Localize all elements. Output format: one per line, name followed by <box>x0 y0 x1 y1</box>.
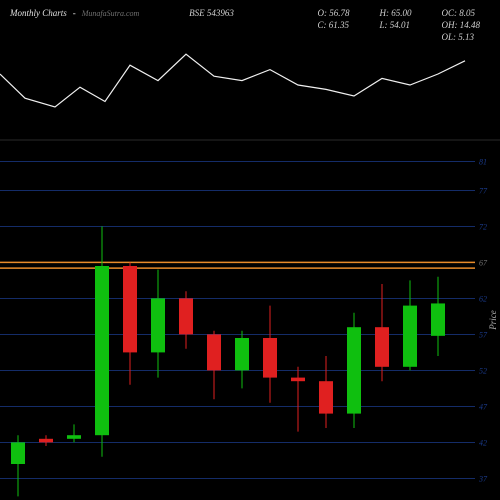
y-tick-label: 57 <box>479 330 488 339</box>
candle-bull <box>347 327 361 413</box>
candle-bear <box>375 327 389 367</box>
candle-bear <box>291 378 305 382</box>
candle-bear <box>123 266 137 352</box>
candle-bear <box>179 298 193 334</box>
ohlc-c: C: 61.35 <box>317 20 349 30</box>
y-tick-label: 47 <box>479 402 488 411</box>
y-tick-label: 37 <box>478 474 488 483</box>
chart-title: Monthly Charts <box>10 8 67 18</box>
y-tick-label: 67 <box>479 258 488 267</box>
y-axis-label: Price <box>488 310 498 331</box>
candle-bull <box>403 306 417 367</box>
chart-area: 81 77 72 67 62 57 52 47 42 37 Price <box>0 30 500 500</box>
y-tick-label: 72 <box>479 222 487 231</box>
candle-bull <box>235 338 249 370</box>
y-tick-label: 77 <box>479 186 488 195</box>
candle-bear <box>207 334 221 370</box>
candle-bear <box>319 381 333 413</box>
ohlc-o: O: 56.78 <box>317 8 349 18</box>
y-tick-label: 62 <box>479 294 487 303</box>
y-tick-label: 81 <box>479 158 487 167</box>
header-left: Monthly Charts - MunafaSutra.com <box>10 8 139 18</box>
chart-canvas: 81 77 72 67 62 57 52 47 42 37 Price <box>0 30 500 500</box>
ohlc-oc: OC: 8.05 <box>441 8 480 18</box>
ohlc-oh: OH: 14.48 <box>441 20 480 30</box>
ticker-symbol: BSE 543963 <box>189 8 234 18</box>
candle-bull <box>95 266 109 435</box>
y-tick-label: 52 <box>479 366 487 375</box>
candle-bear <box>263 338 277 378</box>
ohlc-l: L: 54.01 <box>379 20 411 30</box>
candle-bull <box>151 298 165 352</box>
title-sep: - <box>73 8 76 18</box>
candle-bear <box>39 439 53 443</box>
indicator-line <box>0 54 465 107</box>
candle-bull <box>431 303 445 335</box>
ohlc-h: H: 65.00 <box>379 8 411 18</box>
y-tick-label: 42 <box>479 438 487 447</box>
candle-bull <box>11 442 25 464</box>
site-name: MunafaSutra.com <box>82 9 140 18</box>
candle-bull <box>67 435 81 439</box>
